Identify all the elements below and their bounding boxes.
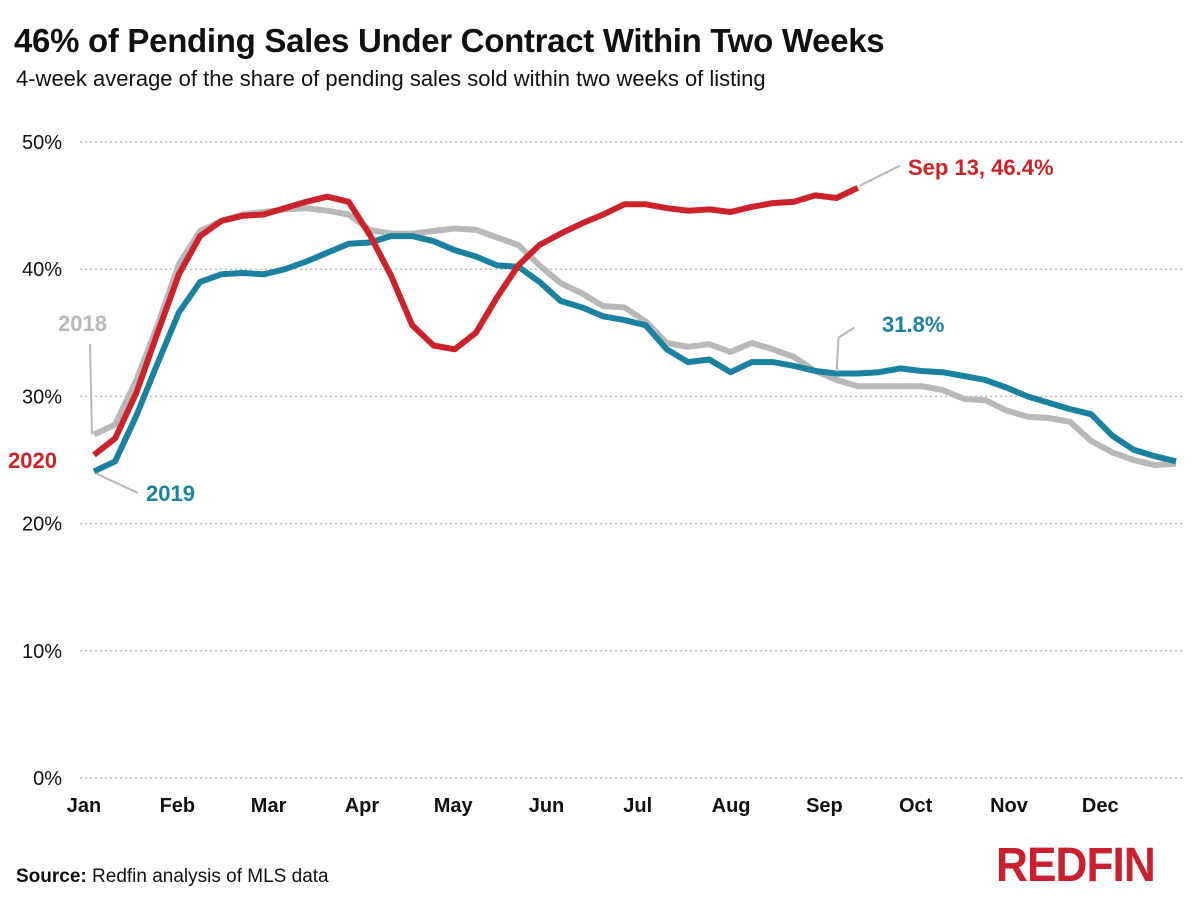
source-label: Source: (16, 866, 87, 887)
x-tick-label: Jul (623, 795, 652, 817)
y-tick-label: 50% (22, 132, 62, 154)
chart-subtitle: 4-week average of the share of pending s… (16, 66, 766, 91)
y-tick-label: 30% (22, 386, 62, 408)
x-tick-label: Mar (251, 795, 287, 817)
leader-line (95, 472, 139, 494)
chart-title: 46% of Pending Sales Under Contract With… (14, 22, 885, 59)
x-tick-label: Aug (712, 795, 751, 817)
x-tick-label: May (434, 795, 474, 817)
x-tick-label: Oct (899, 795, 933, 817)
redfin-logo: REDFIN (996, 839, 1156, 892)
x-tick-label: Jan (67, 795, 101, 817)
leader-line (838, 326, 856, 339)
x-tick-label: Dec (1082, 795, 1119, 817)
legend-label-2019: 2019 (146, 481, 195, 506)
x-tick-label: Feb (160, 795, 196, 817)
legend-label-2020: 2020 (8, 448, 57, 473)
x-tick-label: Sep (806, 795, 843, 817)
y-tick-label: 10% (22, 641, 62, 663)
x-tick-label: Nov (990, 795, 1029, 817)
y-tick-label: 20% (22, 514, 62, 536)
source-note: Source: Redfin analysis of MLS data (16, 866, 329, 888)
annotation-label-2019-point: 31.8% (882, 312, 944, 337)
leader-line (89, 343, 93, 435)
annotation-label-2020-end: Sep 13, 46.4% (908, 155, 1054, 180)
leader-line (859, 164, 901, 187)
series-line-2020 (92, 185, 860, 458)
legend-label-2018: 2018 (58, 311, 107, 336)
y-tick-label: 40% (22, 259, 62, 281)
series-line-2018 (92, 205, 1177, 469)
leader-line (835, 337, 840, 372)
x-tick-label: Jun (529, 795, 565, 817)
x-tick-label: Apr (345, 795, 380, 817)
series-line-2019 (92, 233, 1177, 475)
source-text: Redfin analysis of MLS data (92, 866, 329, 887)
y-tick-label: 0% (33, 768, 62, 790)
